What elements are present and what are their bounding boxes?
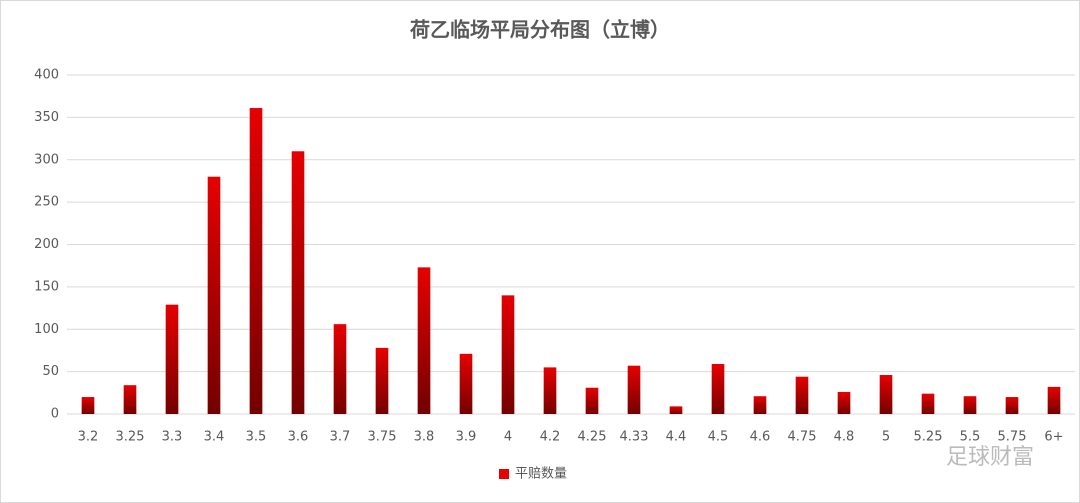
x-tick-label: 4.2 [540, 430, 561, 445]
x-tick-label: 6+ [1044, 430, 1063, 445]
y-tick-label: 350 [34, 110, 59, 125]
x-tick-label: 4 [504, 430, 512, 445]
bar-shade [501, 295, 515, 414]
x-tick-label: 3.25 [116, 430, 145, 445]
bar-shade [375, 347, 389, 414]
y-tick-label: 200 [34, 237, 59, 252]
x-tick-label: 5.75 [998, 430, 1027, 445]
bar-shade [333, 324, 347, 414]
bar-shade [165, 304, 179, 414]
x-tick-label: 3.6 [288, 430, 309, 445]
x-tick-label: 3.7 [330, 430, 351, 445]
x-tick-label: 5 [882, 430, 890, 445]
y-tick-label: 250 [34, 195, 59, 210]
x-tick-label: 5.25 [914, 430, 943, 445]
bar-shade [879, 375, 893, 414]
x-tick-label: 4.33 [620, 430, 649, 445]
legend-label: 平赔数量 [515, 467, 567, 482]
legend-swatch [499, 469, 509, 479]
x-tick-label: 4.4 [666, 430, 687, 445]
x-tick-label: 3.8 [414, 430, 435, 445]
bar-shade [1047, 386, 1061, 414]
x-tick-label: 4.75 [788, 430, 817, 445]
y-tick-label: 400 [34, 68, 59, 83]
x-tick-label: 4.6 [750, 430, 771, 445]
bar-shade [795, 376, 809, 414]
x-tick-label: 5.5 [960, 430, 981, 445]
x-tick-label: 3.75 [368, 430, 397, 445]
bar-shade [417, 267, 431, 414]
x-tick-label: 3.4 [204, 430, 225, 445]
y-tick-label: 150 [34, 279, 59, 294]
x-tick-label: 3.9 [456, 430, 477, 445]
bar-shade [1005, 397, 1019, 414]
y-tick-label: 50 [42, 364, 59, 379]
bar-shade [963, 396, 977, 414]
bar-shade [585, 387, 599, 414]
y-tick-label: 0 [51, 407, 59, 422]
bar-shade [627, 365, 641, 414]
chart-title: 荷乙临场平局分布图（立博） [410, 18, 670, 42]
bar-shade [291, 151, 305, 414]
bar-shade [459, 353, 473, 414]
bar-shade [753, 396, 767, 414]
bar-shade [669, 406, 683, 414]
bar-shade [543, 367, 557, 414]
bar-shade [81, 397, 95, 414]
bar-shade [123, 385, 137, 414]
y-tick-label: 100 [34, 322, 59, 337]
bar-shade [249, 108, 263, 415]
x-tick-label: 4.8 [834, 430, 855, 445]
watermark: 足球财富 [946, 445, 1034, 470]
bar-shade [207, 176, 221, 414]
bar-shade [837, 391, 851, 414]
x-tick-label: 3.5 [246, 430, 267, 445]
x-tick-label: 3.2 [78, 430, 99, 445]
x-tick-label: 4.25 [578, 430, 607, 445]
y-tick-label: 300 [34, 152, 59, 167]
bar-shade [921, 393, 935, 414]
x-tick-label: 4.5 [708, 430, 729, 445]
x-tick-label: 3.3 [162, 430, 183, 445]
bar-shade [711, 363, 725, 414]
